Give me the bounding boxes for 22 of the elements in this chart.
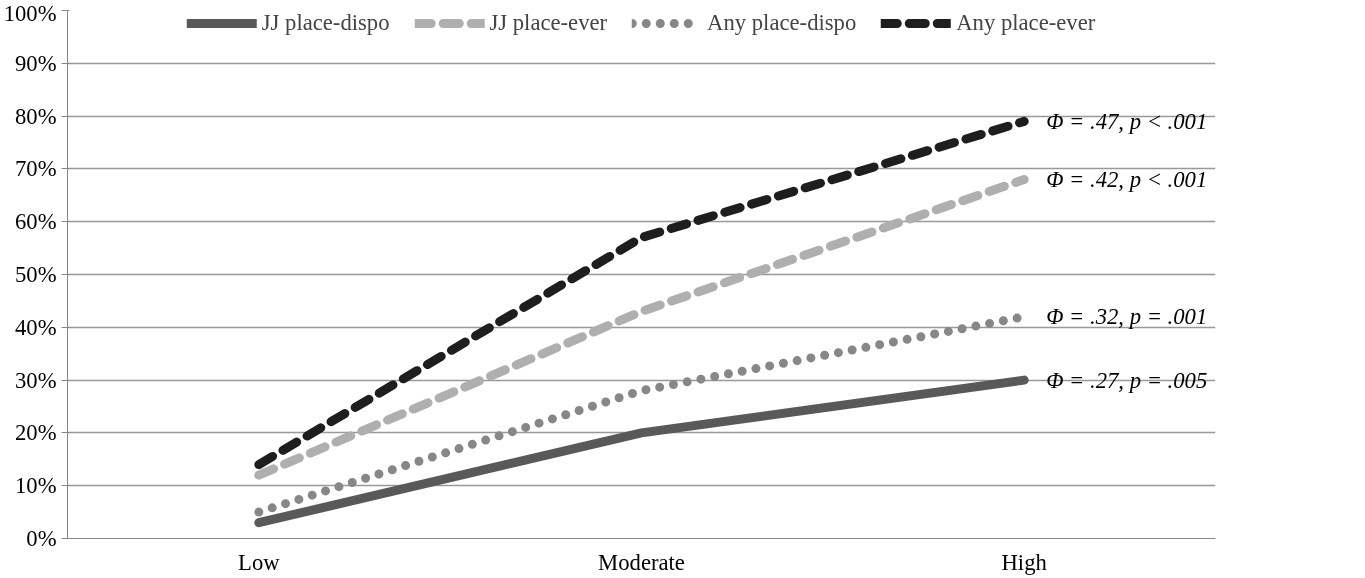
legend-label: JJ place-ever <box>489 10 608 36</box>
annotation: Φ = .32, p = .001 <box>1046 304 1208 330</box>
y-tick-label: 40% <box>14 314 57 340</box>
y-tick-label: 80% <box>14 103 57 129</box>
y-tick-label: 100% <box>3 0 57 26</box>
y-tick-label: 10% <box>14 473 57 499</box>
annotation: Φ = .47, p < .001 <box>1046 108 1208 134</box>
y-tick-label: 20% <box>14 420 57 446</box>
x-tick-label: Low <box>238 549 281 575</box>
y-tick-label: 0% <box>26 526 57 551</box>
y-tick-label: 30% <box>14 367 57 393</box>
y-tick-label: 50% <box>14 262 57 287</box>
legend-label: JJ place-dispo <box>261 10 390 36</box>
annotation: Φ = .27, p = .005 <box>1046 367 1208 393</box>
y-tick-label: 70% <box>14 156 57 182</box>
legend-label: Any place-dispo <box>707 10 857 36</box>
legend-label: Any place-ever <box>956 10 1096 36</box>
x-tick-label: High <box>1001 549 1048 575</box>
x-tick-label: Moderate <box>598 549 685 575</box>
y-tick-label: 90% <box>14 50 57 76</box>
annotation: Φ = .42, p < .001 <box>1046 166 1208 192</box>
y-tick-label: 60% <box>14 209 57 235</box>
